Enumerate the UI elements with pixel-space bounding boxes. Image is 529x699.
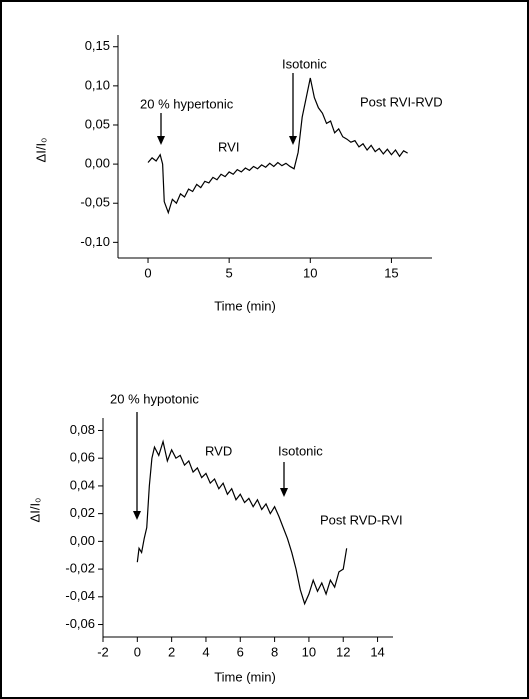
annotation: Post RVD-RVI <box>320 512 403 527</box>
y-tick-label: -0,10 <box>80 234 110 249</box>
y-tick-label: 0,06 <box>70 450 95 465</box>
annotation: RVD <box>205 443 232 458</box>
x-tick-label: 2 <box>168 644 175 659</box>
x-tick-label: 10 <box>303 265 317 280</box>
x-tick-label: 0 <box>134 644 141 659</box>
y-tick-label: -0,02 <box>65 561 95 576</box>
x-tick-label: 10 <box>302 644 316 659</box>
arrow-head <box>289 136 297 145</box>
annotation: Isotonic <box>278 443 323 458</box>
x-axis-label: Time (min) <box>214 669 276 684</box>
x-tick-label: 15 <box>384 265 398 280</box>
arrow-head <box>157 136 165 145</box>
y-axis-label: ΔI/I₀ <box>27 498 42 523</box>
x-tick-label: 6 <box>237 644 244 659</box>
y-tick-label: 0,08 <box>70 422 95 437</box>
data-line <box>136 439 348 606</box>
arrow-head <box>280 488 288 497</box>
y-tick-label: 0,04 <box>70 477 95 492</box>
annotation: Post RVI-RVD <box>360 94 443 109</box>
data-line <box>147 77 408 215</box>
y-tick-label: 0,15 <box>85 38 110 53</box>
y-tick-label: 0,00 <box>85 156 110 171</box>
y-tick-label: 0,00 <box>70 533 95 548</box>
x-tick-label: 0 <box>144 265 151 280</box>
y-tick-label: 0,05 <box>85 116 110 131</box>
x-tick-label: 8 <box>271 644 278 659</box>
y-tick-label: -0,06 <box>65 616 95 631</box>
annotation: Isotonic <box>282 56 327 71</box>
x-axis-label: Time (min) <box>214 298 276 313</box>
y-tick-label: 0,10 <box>85 77 110 92</box>
y-tick-label: 0,02 <box>70 505 95 520</box>
annotation: 20 % hypotonic <box>110 391 199 406</box>
x-tick-label: 4 <box>202 644 209 659</box>
x-tick-label: -2 <box>97 644 109 659</box>
annotation: 20 % hypertonic <box>140 96 234 111</box>
y-tick-label: -0,05 <box>80 195 110 210</box>
y-axis-label: ΔI/I₀ <box>33 138 48 163</box>
x-tick-label: 5 <box>226 265 233 280</box>
y-tick-label: -0,04 <box>65 588 95 603</box>
annotation: RVI <box>218 139 239 154</box>
x-tick-label: 14 <box>370 644 384 659</box>
arrow-head <box>133 511 141 520</box>
x-tick-label: 12 <box>336 644 350 659</box>
